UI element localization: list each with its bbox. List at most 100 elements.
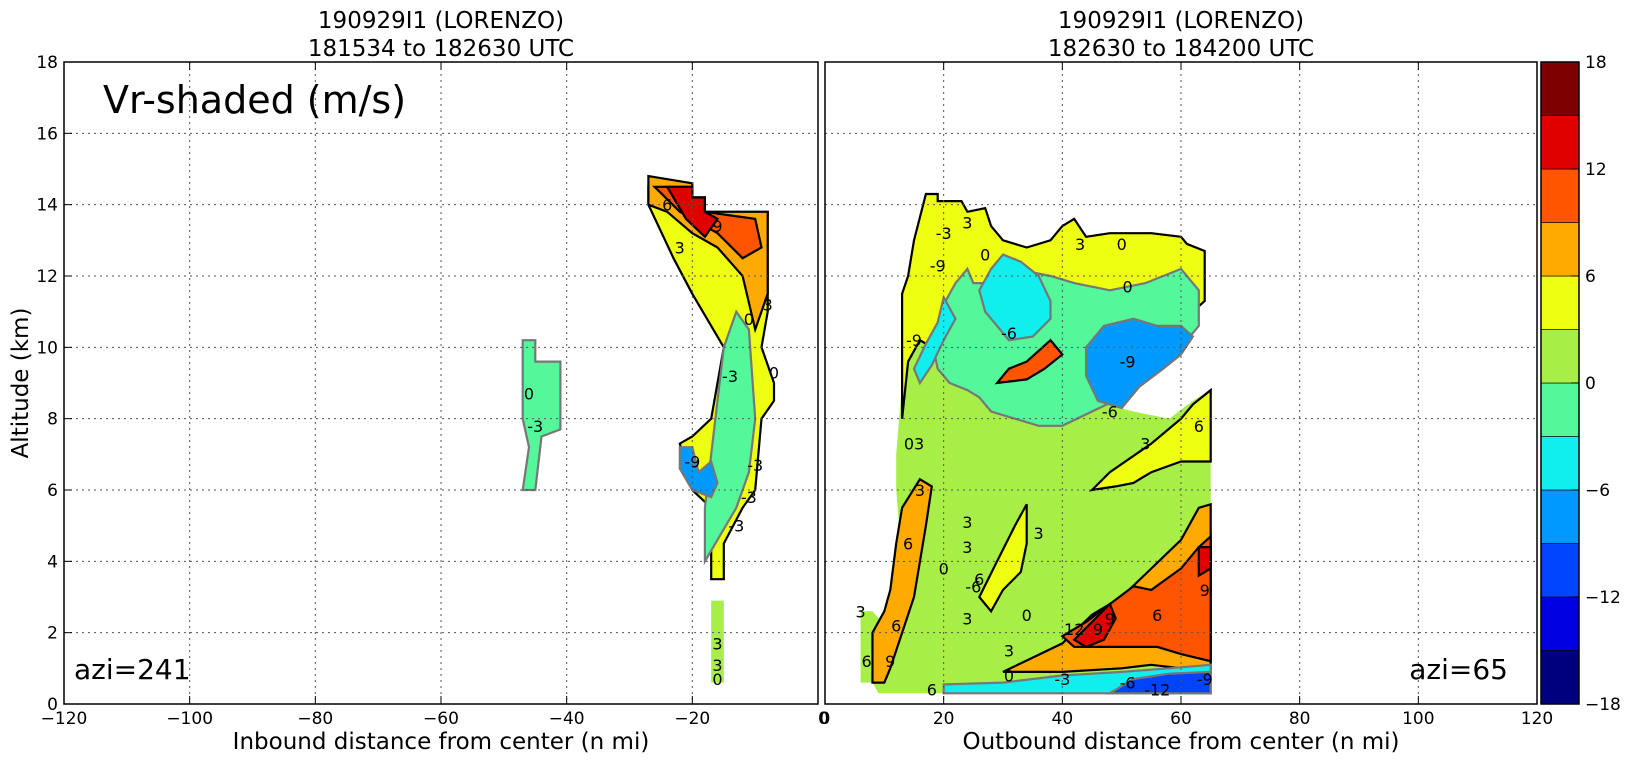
right-contour-label-34: 6 bbox=[927, 681, 937, 700]
right-contour-label-5: 0 bbox=[1117, 235, 1127, 254]
right-contour-label-18: 6 bbox=[903, 535, 913, 554]
left-contour-label-8: -3 bbox=[741, 488, 757, 507]
left-velocity-region-3 bbox=[678, 446, 719, 499]
right-contour-label-29: 9 bbox=[1200, 581, 1210, 600]
right-contour-label-6: 0 bbox=[1123, 278, 1133, 297]
right-velocity-region-0 bbox=[860, 290, 1211, 694]
right-contour-label-7: -9 bbox=[906, 331, 922, 350]
colorbar-tick-label-3: 0 bbox=[1585, 374, 1596, 394]
right-velocity-region-15 bbox=[994, 338, 1064, 385]
right-contour-label-28: 12 bbox=[1064, 620, 1084, 639]
right-contour-label-19: 0 bbox=[939, 559, 949, 578]
left-x-tick-label-2: −80 bbox=[297, 709, 333, 729]
left-x-tick-label-1: −100 bbox=[166, 709, 213, 729]
colorbar-tick-label-0: 18 bbox=[1585, 53, 1607, 73]
y-tick-label-1: 2 bbox=[47, 624, 58, 644]
right-contour-label-2: -9 bbox=[930, 256, 946, 275]
colorbar-tick-label-5: −12 bbox=[1585, 588, 1621, 608]
right-contour-label-35: 0 bbox=[1004, 666, 1014, 685]
colorbar-swatch-8 bbox=[1540, 222, 1580, 277]
right-velocity-region-7 bbox=[871, 477, 933, 684]
left-x-tick-label-5: −20 bbox=[674, 709, 710, 729]
right-contour-label-11: 3 bbox=[1140, 435, 1150, 454]
right-x-tick-label-2: 40 bbox=[1052, 709, 1074, 729]
right-contour-label-15: 3 bbox=[962, 513, 972, 532]
right-contour-label-3: 0 bbox=[980, 246, 990, 265]
right-velocity-region-10 bbox=[1072, 602, 1117, 649]
colorbar-swatch-9 bbox=[1540, 168, 1580, 223]
left-x-tick-label-0: −120 bbox=[41, 709, 88, 729]
colorbar-swatch-5 bbox=[1540, 382, 1580, 437]
left-contour-label-5: -3 bbox=[722, 367, 738, 386]
left-velocity-region-0 bbox=[521, 339, 562, 492]
left-x-tick-label-3: −60 bbox=[423, 709, 459, 729]
left-contour-label-9: -9 bbox=[684, 452, 700, 471]
left-title: 190929I1 (LORENZO) bbox=[318, 8, 564, 34]
colorbar-swatch-11 bbox=[1540, 61, 1580, 116]
colorbar-tick-label-1: 12 bbox=[1585, 160, 1607, 180]
plot-annotation: Vr-shaded (m/s) bbox=[103, 78, 406, 122]
y-tick-label-8: 16 bbox=[36, 124, 58, 144]
colorbar-tick-label-6: −18 bbox=[1585, 695, 1621, 715]
left-contour-label-11: 0 bbox=[524, 385, 534, 404]
right-contour-label-17: 3 bbox=[1034, 524, 1044, 543]
left-contour-label-2: 3 bbox=[675, 238, 685, 257]
left-x-ticks: −120 −100 −80 −60 −40 −20 0 bbox=[41, 62, 829, 729]
right-contour-label-0: -3 bbox=[936, 224, 952, 243]
right-contour-label-25: 9 bbox=[1105, 609, 1115, 628]
right-x-tick-label-5: 100 bbox=[1402, 709, 1434, 729]
left-velocity-field bbox=[521, 174, 776, 683]
left-contour-label-15: 0 bbox=[712, 670, 722, 689]
y-tick-label-9: 18 bbox=[36, 53, 58, 73]
colorbar-ticks: 18 12 6 0 −6 −12 −18 bbox=[1571, 53, 1621, 715]
left-x-tick-label-6: 0 bbox=[818, 709, 829, 729]
right-x-ticks: 0 20 40 60 80 100 120 bbox=[820, 62, 1553, 729]
right-velocity-region-5 bbox=[912, 294, 957, 386]
left-contour-label-10: -3 bbox=[728, 517, 744, 536]
left-contour-label-1: 9 bbox=[712, 217, 722, 236]
right-contour-label-24: 0 bbox=[1022, 606, 1032, 625]
colorbar-swatch-2 bbox=[1540, 543, 1580, 598]
y-tick-label-3: 6 bbox=[47, 481, 58, 501]
right-title: 190929I1 (LORENZO) bbox=[1058, 8, 1304, 34]
right-contour-label-8: -6 bbox=[1001, 324, 1017, 343]
right-contour-label-31: 3 bbox=[1004, 642, 1014, 661]
right-velocity-region-14 bbox=[1105, 670, 1212, 695]
colorbar-swatches bbox=[1540, 61, 1580, 705]
right-contour-label-37: -6 bbox=[1120, 674, 1136, 693]
left-x-tick-label-4: −40 bbox=[549, 709, 585, 729]
right-contour-label-26: 9 bbox=[1093, 620, 1103, 639]
right-contour-label-21: -6 bbox=[965, 577, 981, 596]
right-velocity-region-6 bbox=[1088, 387, 1212, 492]
right-contour-label-10: -6 bbox=[1102, 403, 1118, 422]
left-contour-label-6: 0 bbox=[769, 363, 779, 382]
y-tick-label-4: 8 bbox=[47, 410, 58, 430]
colorbar-tick-label-2: 6 bbox=[1585, 267, 1596, 287]
right-velocity-region-3 bbox=[978, 253, 1052, 342]
left-contour-label-7: -3 bbox=[747, 456, 763, 475]
colorbar-tick-label-4: −6 bbox=[1585, 481, 1610, 501]
right-x-tick-label-3: 60 bbox=[1170, 709, 1192, 729]
right-x-tick-label-1: 20 bbox=[933, 709, 955, 729]
y-tick-label-2: 4 bbox=[47, 552, 58, 572]
colorbar-swatch-10 bbox=[1540, 115, 1580, 170]
colorbar-swatch-6 bbox=[1540, 329, 1580, 384]
colorbar-swatch-0 bbox=[1540, 650, 1580, 705]
right-contour-label-32: 9 bbox=[885, 652, 895, 671]
left-velocity-region-7 bbox=[711, 600, 724, 683]
left-y-ticks: 0 2 4 6 8 10 12 14 16 18 bbox=[36, 53, 72, 715]
right-contour-label-22: 3 bbox=[856, 602, 866, 621]
left-x-axis-label: Inbound distance from center (n mi) bbox=[233, 729, 650, 755]
left-contour-label-3: 3 bbox=[763, 296, 773, 315]
right-velocity-region-4 bbox=[1084, 317, 1195, 410]
right-contour-label-4: 3 bbox=[1075, 235, 1085, 254]
y-tick-label-7: 14 bbox=[36, 196, 58, 216]
right-contour-label-16: 3 bbox=[962, 538, 972, 557]
left-contour-label-13: 3 bbox=[712, 634, 722, 653]
y-axis-label: Altitude (km) bbox=[8, 308, 34, 459]
